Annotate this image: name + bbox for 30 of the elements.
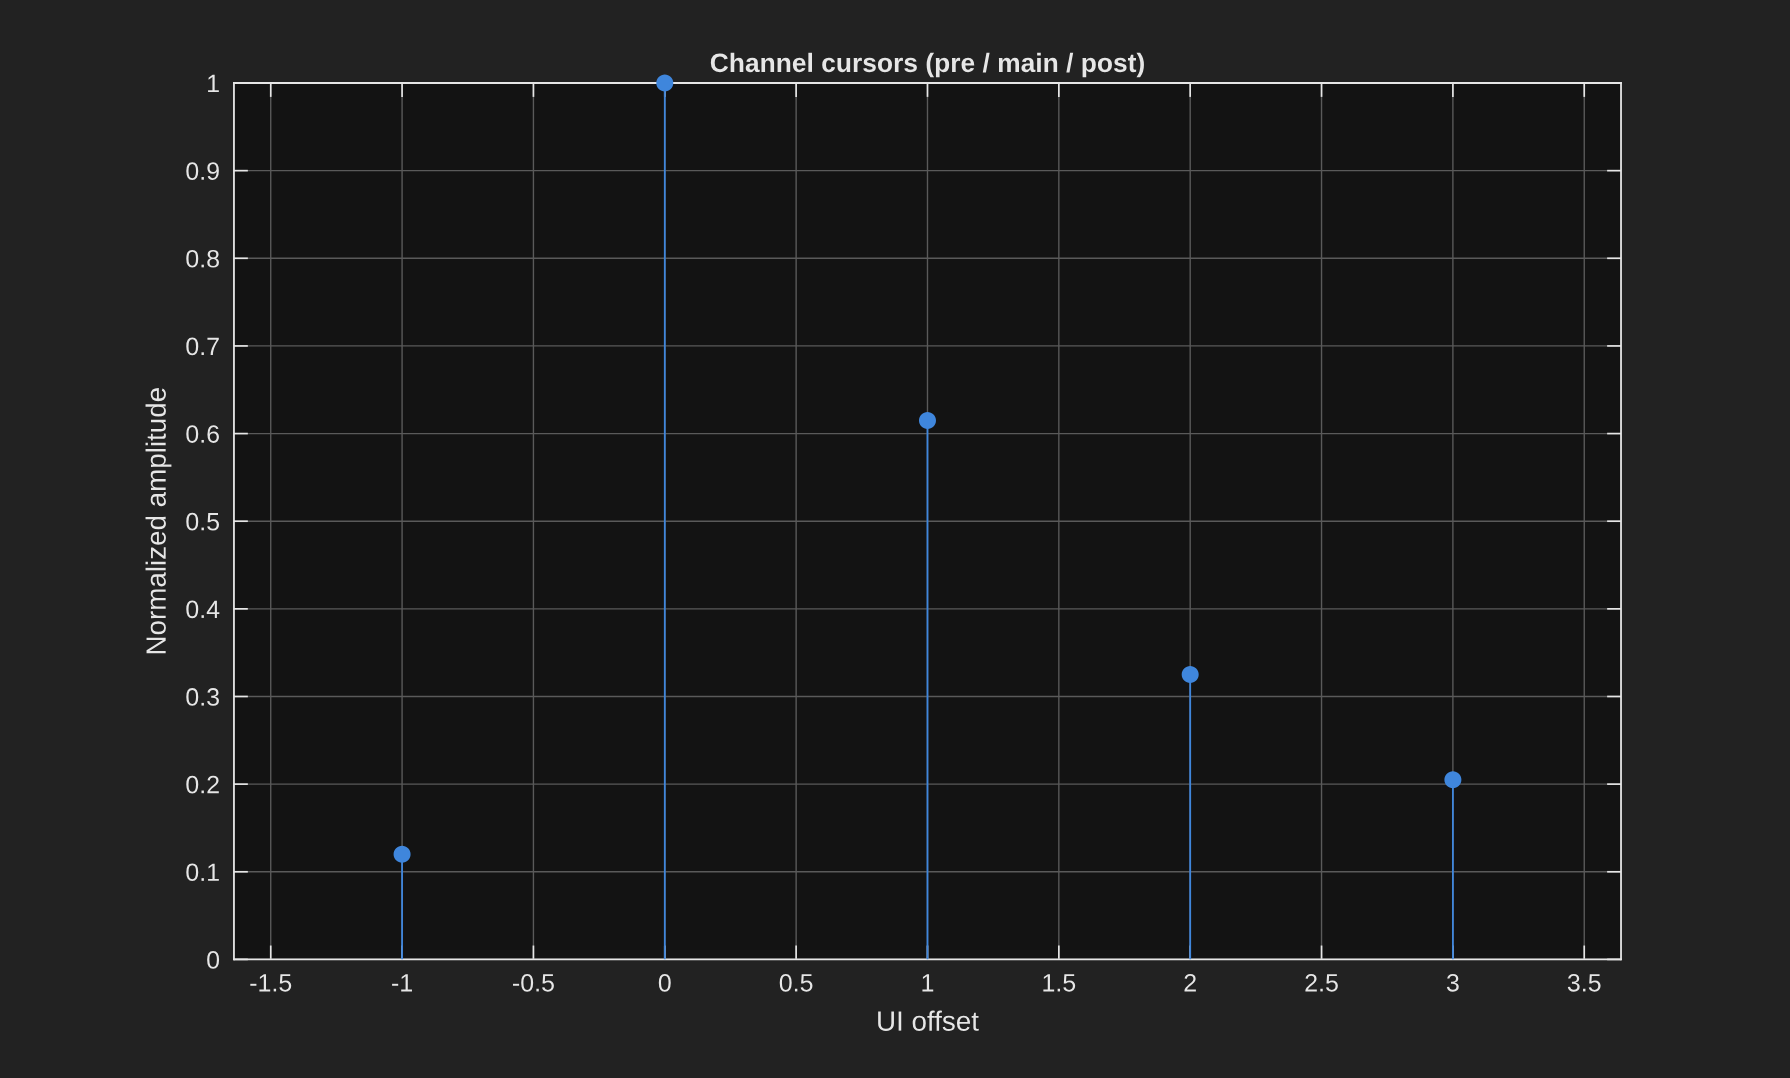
y-tick-label: 0.5 bbox=[186, 512, 220, 531]
point bbox=[1181, 666, 1199, 684]
point bbox=[393, 845, 411, 863]
x-tick-label: -1.5 bbox=[250, 974, 292, 992]
x-tick-label: -1 bbox=[392, 974, 412, 992]
chart-title: Channel cursors (pre / main / post) bbox=[710, 52, 1144, 78]
y-axis-title: Normalized amplitude bbox=[145, 388, 172, 654]
x-tick-label: 2.5 bbox=[1305, 973, 1338, 992]
x-tick-label: 2 bbox=[1184, 973, 1196, 992]
y-tick-label: 1 bbox=[208, 74, 219, 93]
y-tick-label: 0.1 bbox=[186, 863, 219, 882]
y-tick-label: 0.3 bbox=[186, 688, 219, 706]
y-tick-label: 0.8 bbox=[186, 249, 219, 268]
y-tick-label: 0 bbox=[207, 951, 220, 969]
x-tick-label: 3 bbox=[1446, 973, 1459, 992]
x-tick-label: 0.5 bbox=[779, 973, 813, 992]
x-tick-label: 0 bbox=[658, 973, 671, 992]
y-tick-label: 0.9 bbox=[186, 162, 219, 180]
point bbox=[918, 411, 936, 429]
x-tick-label: 3.5 bbox=[1567, 973, 1601, 992]
x-axis-title: UI offset bbox=[878, 1010, 979, 1031]
y-tick-label: 0.4 bbox=[186, 600, 220, 619]
point bbox=[656, 74, 674, 92]
x-tick-label: 1 bbox=[922, 974, 934, 992]
x-tick-label: 1.5 bbox=[1043, 974, 1076, 992]
y-tick-label: 0.6 bbox=[186, 425, 219, 443]
y-tick-label: 0.2 bbox=[186, 775, 219, 794]
point bbox=[1444, 771, 1462, 789]
x-tick-label: -0.5 bbox=[513, 973, 554, 992]
y-tick-label: 0.7 bbox=[186, 337, 219, 356]
